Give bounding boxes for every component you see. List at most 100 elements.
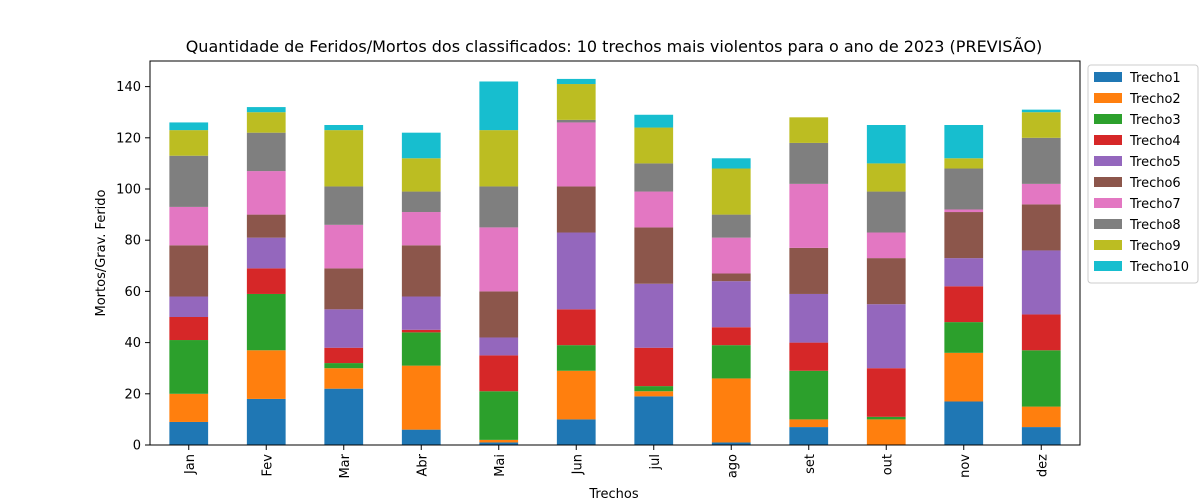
bar-trecho4-jun: [556, 309, 596, 346]
bar-trecho7-ago: [711, 237, 751, 274]
bar-trecho2-ago: [711, 378, 751, 443]
x-tick-label: Fev: [260, 454, 275, 477]
bar-trecho1-dez: [1021, 427, 1061, 445]
bar-trecho7-fev: [246, 171, 286, 215]
y-tick-label: 0: [133, 439, 141, 454]
bar-trecho10-dez: [1021, 109, 1061, 113]
bar-trecho6-abr: [401, 245, 441, 297]
y-tick-label: 120: [116, 131, 141, 146]
bar-trecho8-out: [866, 191, 906, 233]
legend-label-trecho10: Trecho10: [1129, 260, 1189, 275]
bar-trecho5-fev: [246, 237, 286, 269]
bar-trecho9-mai: [479, 130, 519, 187]
bar-trecho9-ago: [711, 168, 751, 215]
x-tick-label: Jun: [570, 454, 585, 475]
bar-trecho9-jan: [169, 130, 209, 156]
bar-trecho2-jul: [634, 391, 674, 397]
bar-trecho8-ago: [711, 214, 751, 238]
bar-trecho1-mai: [479, 442, 519, 445]
bar-trecho4-out: [866, 368, 906, 417]
bar-trecho6-jan: [169, 245, 209, 297]
legend-swatch-trecho6: [1094, 177, 1122, 187]
legend-swatch-trecho10: [1094, 261, 1122, 271]
bar-trecho10-nov: [944, 125, 984, 159]
bar-trecho1-jun: [556, 419, 596, 445]
bar-trecho4-set: [789, 342, 829, 371]
x-tick-label: Jan: [183, 454, 198, 475]
y-tick-label: 140: [116, 80, 141, 95]
bar-trecho2-dez: [1021, 406, 1061, 428]
bar-trecho5-jan: [169, 296, 209, 317]
bar-trecho3-fev: [246, 293, 286, 351]
bar-trecho6-jun: [556, 186, 596, 233]
bar-trecho6-mar: [324, 268, 364, 310]
bar-trecho7-nov: [944, 209, 984, 213]
bar-trecho5-nov: [944, 258, 984, 287]
bar-trecho5-jul: [634, 283, 674, 348]
bar-trecho4-abr: [401, 329, 441, 333]
bar-trecho2-fev: [246, 350, 286, 399]
x-tick-label: nov: [958, 454, 973, 478]
bar-trecho5-jun: [556, 232, 596, 310]
bar-trecho9-dez: [1021, 112, 1061, 138]
bar-trecho7-abr: [401, 212, 441, 246]
bar-trecho7-set: [789, 183, 829, 248]
bar-trecho8-jul: [634, 163, 674, 192]
bar-trecho5-mar: [324, 309, 364, 348]
bar-trecho6-nov: [944, 212, 984, 259]
bar-trecho1-jul: [634, 396, 674, 445]
bar-trecho9-abr: [401, 158, 441, 192]
x-tick-label: ago: [725, 454, 740, 478]
legend-label-trecho9: Trecho9: [1129, 239, 1181, 254]
bar-trecho2-set: [789, 419, 829, 428]
bars-layer: [169, 78, 1061, 445]
legend-swatch-trecho8: [1094, 219, 1122, 229]
bar-trecho7-dez: [1021, 183, 1061, 205]
legend-swatch-trecho3: [1094, 114, 1122, 124]
bar-trecho8-set: [789, 142, 829, 184]
legend-label-trecho1: Trecho1: [1129, 71, 1181, 86]
y-axis-label: Mortos/Grav. Ferido: [94, 189, 109, 316]
bar-trecho5-dez: [1021, 250, 1061, 315]
bar-trecho5-mai: [479, 337, 519, 356]
bar-trecho5-ago: [711, 281, 751, 328]
bar-trecho2-out: [866, 419, 906, 445]
legend-label-trecho7: Trecho7: [1129, 197, 1181, 212]
bar-trecho6-dez: [1021, 204, 1061, 251]
bar-trecho4-mai: [479, 355, 519, 392]
x-axis: Jan Fev Mar Abr Mai Jun jul ago set out nov dez: [183, 445, 1050, 479]
bar-trecho3-abr: [401, 332, 441, 366]
legend-swatch-trecho2: [1094, 93, 1122, 103]
bar-trecho3-set: [789, 370, 829, 420]
bar-trecho2-jan: [169, 393, 209, 422]
bar-trecho8-mai: [479, 186, 519, 228]
bar-trecho3-mar: [324, 363, 364, 369]
bar-trecho6-ago: [711, 273, 751, 282]
bar-trecho1-abr: [401, 429, 441, 445]
bar-trecho4-mar: [324, 347, 364, 364]
x-tick-label: out: [880, 454, 895, 475]
bar-trecho10-mai: [479, 81, 519, 131]
legend-swatch-trecho4: [1094, 135, 1122, 145]
bar-trecho3-mai: [479, 391, 519, 440]
legend-label-trecho6: Trecho6: [1129, 176, 1181, 191]
bar-trecho3-jun: [556, 345, 596, 371]
legend-swatch-trecho5: [1094, 156, 1122, 166]
legend-label-trecho4: Trecho4: [1129, 134, 1181, 149]
bar-trecho1-jan: [169, 421, 209, 445]
bar-trecho7-mar: [324, 224, 364, 269]
legend: Trecho1 Trecho2 Trecho3 Trecho4 Trecho5 Trech…: [1087, 64, 1199, 284]
bar-trecho7-jul: [634, 191, 674, 228]
bar-trecho3-jan: [169, 340, 209, 394]
bar-trecho9-jun: [556, 84, 596, 120]
bar-trecho2-nov: [944, 352, 984, 402]
bar-trecho2-jun: [556, 370, 596, 420]
x-tick-label: jul: [648, 454, 663, 470]
bar-trecho10-jul: [634, 114, 674, 128]
bar-trecho3-dez: [1021, 350, 1061, 407]
bar-trecho6-set: [789, 247, 829, 294]
bar-trecho5-abr: [401, 296, 441, 330]
x-tick-label: set: [803, 454, 818, 474]
bar-trecho3-jul: [634, 386, 674, 392]
bar-trecho6-mai: [479, 291, 519, 338]
